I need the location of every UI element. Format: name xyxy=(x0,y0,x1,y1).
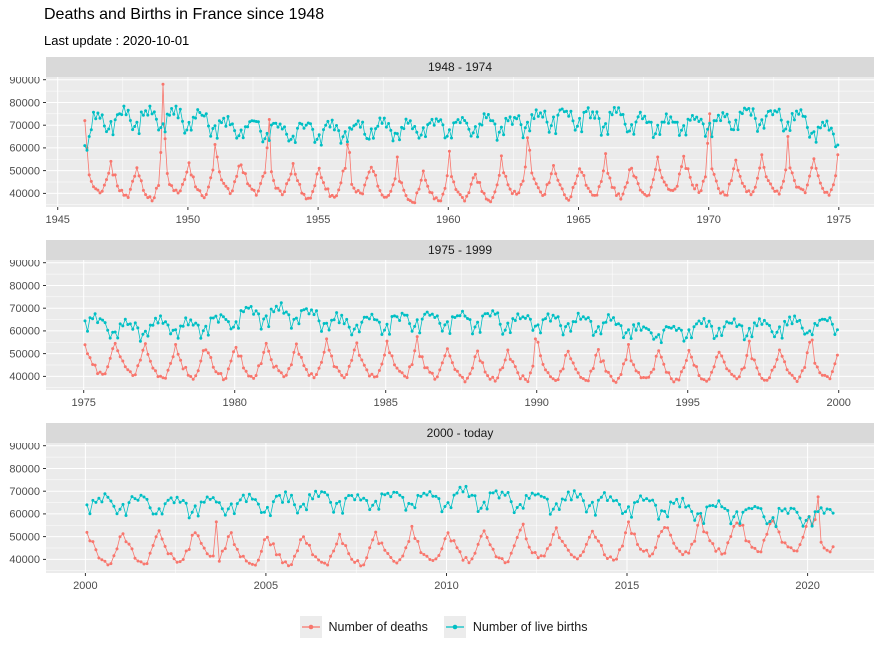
y-axis-tick-label: 60000 xyxy=(9,143,40,155)
number-of-deaths-series xyxy=(83,82,840,205)
y-axis-tick-label: 90000 xyxy=(9,443,40,453)
x-axis-tick-label: 2000 xyxy=(73,580,97,592)
x-axis-tick-label: 1970 xyxy=(696,214,720,226)
y-axis-tick-label: 60000 xyxy=(9,326,40,338)
facet-1948-1974: 1948 - 1974 40000 50000 60000 70000 80000 900… xyxy=(0,57,887,229)
x-axis-tick-label: 1975 xyxy=(71,397,95,409)
y-axis-tick-label: 50000 xyxy=(9,165,40,177)
facet-strip-1948-1974: 1948 - 1974 xyxy=(46,57,874,77)
axis-ticks-and-labels: 40000 50000 60000 70000 80000 90000 1945 1950 19… xyxy=(9,77,851,226)
minor-gridlines xyxy=(46,443,874,573)
x-axis-tick-label: 2020 xyxy=(795,580,819,592)
x-axis-tick-label: 1980 xyxy=(222,397,246,409)
x-axis-tick-label: 1985 xyxy=(373,397,397,409)
major-gridlines xyxy=(46,443,874,573)
x-axis-tick-label: 2005 xyxy=(254,580,278,592)
y-axis-tick-label: 60000 xyxy=(9,509,40,521)
axis-ticks-and-labels: 40000 50000 60000 70000 80000 90000 2000 2005 20… xyxy=(9,443,819,592)
number-of-live-births-series xyxy=(85,484,835,529)
y-axis-tick-label: 50000 xyxy=(9,348,40,360)
x-axis-tick-label: 1965 xyxy=(566,214,590,226)
y-axis-tick-label: 80000 xyxy=(9,280,40,292)
facet-strip-1975-1999: 1975 - 1999 xyxy=(46,240,874,260)
y-axis-tick-label: 40000 xyxy=(9,188,40,200)
legend: Number of deaths Number of live births xyxy=(0,616,887,638)
x-axis-tick-label: 1990 xyxy=(524,397,548,409)
y-axis-tick-label: 50000 xyxy=(9,531,40,543)
number-of-deaths-series xyxy=(83,335,839,384)
x-axis-tick-label: 1950 xyxy=(176,214,200,226)
facet-plot-2000-today: 40000 50000 60000 70000 80000 90000 2000 2005 20… xyxy=(9,443,874,592)
x-axis-tick-label: 1995 xyxy=(675,397,699,409)
number-of-live-births-series xyxy=(83,104,840,152)
number-of-live-births-series xyxy=(83,301,839,345)
facet-plot-1975-1999: 40000 50000 60000 70000 80000 90000 1975 1980 19… xyxy=(9,260,874,409)
y-axis-tick-label: 70000 xyxy=(9,303,40,315)
minor-gridlines xyxy=(46,260,874,390)
x-axis-tick-label: 1975 xyxy=(827,214,851,226)
births-legend-key-icon xyxy=(443,616,466,638)
facet-2000-today: 2000 - today 40000 50000 60000 70000 80000 90… xyxy=(0,423,887,595)
chart-subtitle: Last update : 2020-10-01 xyxy=(44,33,190,48)
y-axis-tick-label: 80000 xyxy=(9,97,40,109)
y-axis-tick-label: 70000 xyxy=(9,120,40,132)
facet-strip-label: 1948 - 1974 xyxy=(427,60,493,74)
legend-item-deaths: Number of deaths xyxy=(299,616,428,638)
facet-strip-label: 1975 - 1999 xyxy=(427,243,493,257)
facet-plot-1948-1974: 40000 50000 60000 70000 80000 90000 1945 1950 19… xyxy=(9,77,874,226)
legend-label-births: Number of live births xyxy=(472,620,588,634)
x-axis-tick-label: 2015 xyxy=(615,580,639,592)
legend-item-births: Number of live births xyxy=(443,616,588,638)
y-axis-tick-label: 70000 xyxy=(9,486,40,498)
facet-strip-label: 2000 - today xyxy=(426,426,494,440)
panel-background xyxy=(46,77,874,207)
deaths-legend-key-icon xyxy=(299,616,322,638)
y-axis-tick-label: 90000 xyxy=(9,260,40,270)
y-axis-tick-label: 40000 xyxy=(9,371,40,383)
x-axis-tick-label: 2000 xyxy=(826,397,850,409)
axis-ticks-and-labels: 40000 50000 60000 70000 80000 90000 1975 1980 19… xyxy=(9,260,851,409)
facet-strip-2000-today: 2000 - today xyxy=(46,423,874,443)
facet-1975-1999: 1975 - 1999 40000 50000 60000 70000 80000 900… xyxy=(0,240,887,412)
legend-label-deaths: Number of deaths xyxy=(328,620,428,634)
x-axis-tick-label: 2010 xyxy=(434,580,458,592)
x-axis-tick-label: 1960 xyxy=(436,214,460,226)
y-axis-tick-label: 40000 xyxy=(9,554,40,566)
panel-background xyxy=(46,260,874,390)
x-axis-tick-label: 1955 xyxy=(306,214,330,226)
chart-title: Deaths and Births in France since 1948 xyxy=(44,6,325,23)
major-gridlines xyxy=(46,260,874,390)
y-axis-tick-label: 80000 xyxy=(9,463,40,475)
y-axis-tick-label: 90000 xyxy=(9,77,40,87)
x-axis-tick-label: 1945 xyxy=(45,214,69,226)
